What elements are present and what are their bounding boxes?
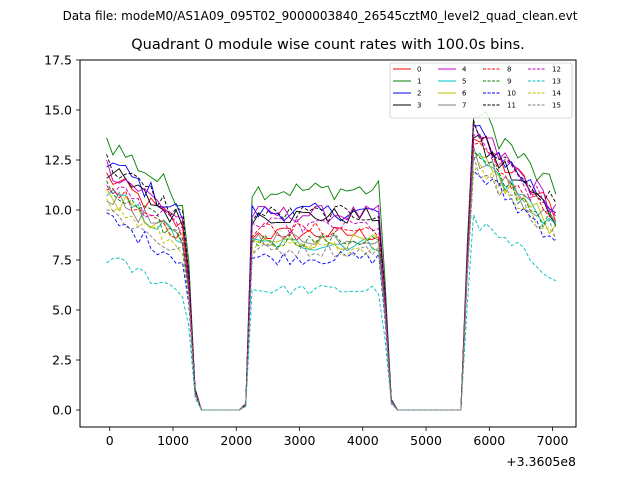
legend-label-5: 5: [462, 78, 466, 86]
chart-suptitle: Data file: modeM0/AS1A09_095T02_90000038…: [63, 9, 578, 23]
x-axis: 0 1000 2000 3000 4000 5000 6000 7000: [106, 427, 569, 448]
x-tick-label: 1000: [157, 433, 189, 448]
legend-box: [389, 62, 573, 119]
legend-label-4: 4: [462, 66, 467, 74]
y-tick-label: 10.0: [44, 203, 72, 218]
legend-label-7: 7: [462, 102, 466, 110]
y-tick-label: 2.5: [52, 353, 72, 368]
series-line-8: [106, 142, 557, 411]
legend-label-9: 9: [507, 78, 511, 86]
series-line-12: [106, 134, 557, 411]
legend-label-10: 10: [507, 90, 516, 98]
legend-label-2: 2: [417, 90, 421, 98]
legend-label-15: 15: [552, 102, 561, 110]
legend-label-13: 13: [552, 78, 561, 86]
x-offset-label: +3.3605e8: [506, 454, 576, 469]
series-line-5: [106, 152, 557, 411]
y-tick-label: 17.5: [44, 53, 72, 68]
y-tick-label: 7.5: [52, 253, 72, 268]
x-tick-label: 6000: [473, 433, 505, 448]
legend-label-3: 3: [417, 102, 421, 110]
y-axis: 0.0 2.5 5.0 7.5 10.0 12.5 15.0 17.5: [44, 53, 80, 418]
series-line-10: [106, 170, 557, 411]
series-line-13: [106, 214, 556, 411]
x-tick-label: 2000: [220, 433, 252, 448]
x-tick-label: 0: [106, 433, 114, 448]
series-line-7: [106, 145, 557, 411]
x-tick-label: 5000: [410, 433, 442, 448]
series-line-11: [106, 119, 557, 411]
legend-label-12: 12: [552, 66, 561, 74]
legend-label-11: 11: [507, 102, 516, 110]
x-tick-label: 4000: [347, 433, 379, 448]
legend-label-1: 1: [417, 78, 421, 86]
legend-label-0: 0: [417, 66, 421, 74]
series-line-14: [106, 161, 557, 411]
series-line-9: [106, 149, 557, 411]
series-line-0: [106, 135, 557, 411]
y-tick-label: 12.5: [44, 153, 72, 168]
y-tick-label: 15.0: [44, 103, 72, 118]
y-tick-label: 5.0: [52, 303, 72, 318]
y-tick-label: 0.0: [52, 403, 72, 418]
legend-label-8: 8: [507, 66, 511, 74]
chart-title: Quadrant 0 module wise count rates with …: [131, 37, 525, 53]
series-line-3: [106, 133, 557, 411]
series-line-2: [106, 125, 557, 411]
x-tick-label: 3000: [284, 433, 316, 448]
legend-label-14: 14: [552, 90, 561, 98]
series-line-6: [106, 152, 557, 411]
series-line-4: [106, 122, 557, 411]
series-line-15: [106, 155, 557, 411]
legend-label-6: 6: [462, 90, 467, 98]
plot-frame: [79, 59, 577, 428]
x-tick-label: 7000: [537, 433, 569, 448]
